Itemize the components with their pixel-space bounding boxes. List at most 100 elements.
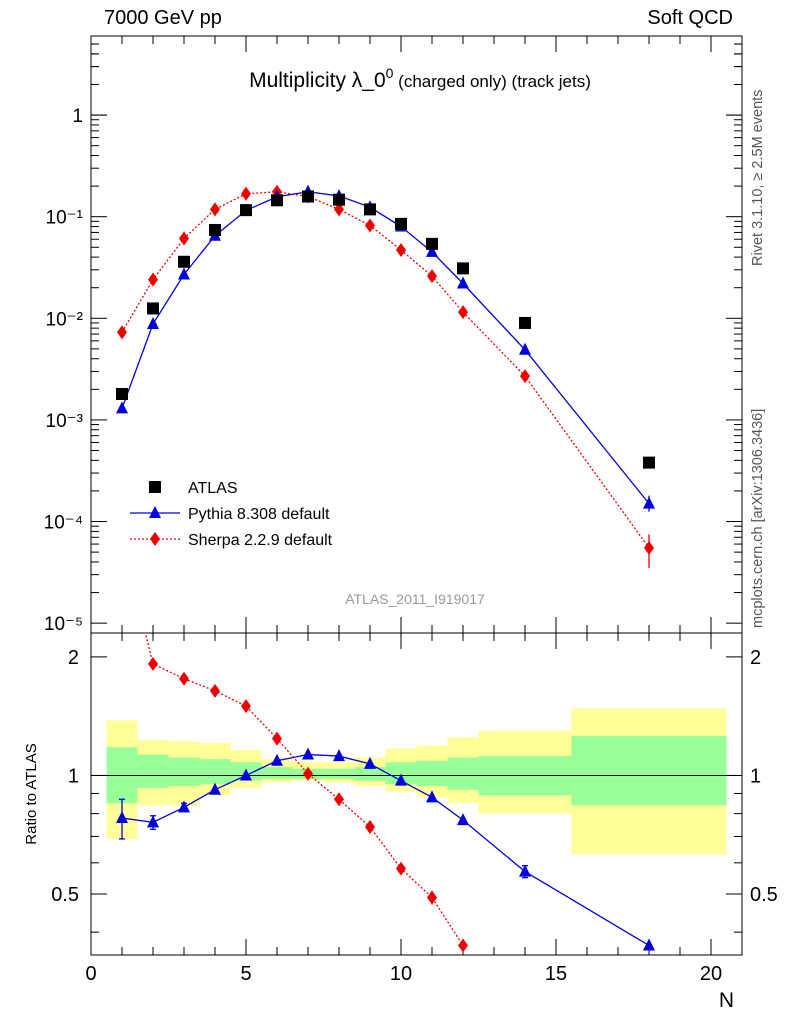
ratio-pythia-point bbox=[116, 810, 128, 823]
atlas-point bbox=[240, 204, 252, 217]
atlas-point bbox=[395, 217, 407, 230]
sherpa-point bbox=[241, 186, 251, 201]
ratio-pythia-point bbox=[302, 747, 314, 760]
legend-atlas-marker bbox=[149, 481, 161, 493]
ratio-pythia-point bbox=[457, 813, 469, 826]
ratio-y-tick-label: 1 bbox=[68, 765, 79, 787]
atlas-point bbox=[209, 223, 221, 236]
ratio-sherpa-point bbox=[179, 671, 189, 686]
ratio-pythia-point bbox=[178, 800, 190, 813]
ratio-y-tick-label-right: 0.5 bbox=[750, 884, 778, 906]
ratio-band-green bbox=[416, 760, 448, 787]
ratio-pythia-point bbox=[426, 790, 438, 803]
ratio-sherpa-point bbox=[272, 731, 282, 746]
main-plot: 10⁻⁵ 10⁻⁴ 10⁻³ 10⁻² 10⁻¹ 1 Multiplicity λ_00 (… bbox=[44, 35, 743, 955]
pythia-point bbox=[116, 401, 128, 414]
analysis-label: ATLAS_2011_I919017 bbox=[345, 591, 485, 607]
x-tick-label: 20 bbox=[700, 963, 722, 985]
ratio-band-green bbox=[261, 767, 293, 779]
chart-title: Multiplicity λ_00 (charged only) (track … bbox=[249, 65, 591, 92]
ratio-pythia-point bbox=[240, 768, 252, 781]
x-tick-label: 10 bbox=[390, 963, 412, 985]
ratio-pythia-point bbox=[364, 756, 376, 769]
ratio-y-axis-label: Ratio to ATLAS bbox=[23, 743, 40, 844]
ratio-pythia-point bbox=[209, 782, 221, 795]
sherpa-point bbox=[644, 540, 654, 555]
y-tick-label: 1 bbox=[72, 106, 83, 127]
y-tick-label: 10⁻⁵ bbox=[44, 614, 83, 635]
atlas-point bbox=[178, 255, 190, 268]
x-tick-label: 5 bbox=[240, 963, 251, 985]
x-axis-label: N bbox=[719, 989, 734, 1012]
ratio-frame bbox=[90, 632, 743, 956]
ratio-y-tick-label: 0.5 bbox=[51, 884, 79, 906]
ratio-y-tick-label-right: 2 bbox=[750, 647, 761, 669]
ratio-band-green bbox=[168, 757, 200, 787]
pythia-point bbox=[457, 276, 469, 289]
atlas-point bbox=[457, 262, 469, 275]
y-tick-label: 10⁻² bbox=[46, 309, 84, 330]
ratio-band-green bbox=[199, 759, 231, 785]
header-energy-label: 7000 GeV pp bbox=[104, 7, 222, 29]
atlas-point bbox=[147, 302, 159, 315]
ratio-pythia-point bbox=[643, 938, 655, 951]
ratio-band-green bbox=[354, 767, 386, 781]
atlas-point bbox=[302, 190, 314, 203]
ratio-plot: 0 5 10 15 20 N 0.5 0.5 1 1 2 2 Ratio to ATLAS bbox=[23, 632, 778, 1012]
sherpa-point bbox=[365, 218, 375, 233]
sherpa-point bbox=[210, 202, 220, 217]
ratio-pythia-point bbox=[271, 753, 283, 766]
ratio-band-green bbox=[571, 735, 727, 806]
atlas-point bbox=[333, 193, 345, 206]
y-tick-label: 10⁻¹ bbox=[46, 208, 84, 229]
y-tick-label: 10⁻⁴ bbox=[44, 513, 83, 534]
pythia-point bbox=[643, 496, 655, 509]
ratio-sherpa-point bbox=[148, 656, 158, 671]
ratio-sherpa-point bbox=[303, 766, 313, 781]
ratio-y-tick-label-right: 1 bbox=[750, 765, 761, 787]
ratio-y-tick-label: 2 bbox=[68, 647, 79, 669]
ratio-sherpa-point bbox=[365, 819, 375, 834]
atlas-point bbox=[643, 456, 655, 469]
sherpa-point bbox=[458, 305, 468, 320]
atlas-point bbox=[364, 203, 376, 216]
legend-pythia-marker bbox=[149, 506, 161, 518]
legend-sherpa-marker bbox=[150, 532, 160, 546]
atlas-point bbox=[519, 316, 531, 329]
sherpa-point bbox=[117, 325, 127, 340]
ratio-pythia-line bbox=[121, 753, 650, 947]
x-tick-label: 0 bbox=[85, 963, 96, 985]
sherpa-point bbox=[334, 202, 344, 217]
ratio-band-green bbox=[385, 762, 417, 785]
sherpa-point bbox=[148, 272, 158, 287]
pythia-point bbox=[178, 267, 190, 280]
ratio-band-green bbox=[447, 757, 479, 790]
atlas-point bbox=[271, 194, 283, 207]
pythia-point bbox=[519, 342, 531, 355]
sherpa-point bbox=[179, 231, 189, 246]
ratio-pythia-point bbox=[333, 749, 345, 762]
ratio-sherpa-point bbox=[458, 938, 468, 953]
atlas-point bbox=[426, 237, 438, 250]
ratio-sherpa-line bbox=[144, 633, 464, 946]
sherpa-point bbox=[520, 369, 530, 384]
sherpa-point bbox=[427, 269, 437, 284]
legend-label: ATLAS bbox=[188, 480, 238, 497]
ratio-sherpa-point bbox=[334, 792, 344, 807]
legend-label: Pythia 8.308 default bbox=[188, 506, 330, 523]
ratio-pythia-point bbox=[147, 815, 159, 828]
x-tick-label: 15 bbox=[545, 963, 567, 985]
sherpa-point bbox=[396, 243, 406, 258]
pythia-point bbox=[147, 316, 159, 329]
ratio-band-green bbox=[323, 768, 355, 779]
pythia-line bbox=[121, 191, 650, 505]
ratio-sherpa-point bbox=[241, 699, 251, 714]
atlas-point bbox=[116, 387, 128, 400]
ratio-sherpa-point bbox=[210, 683, 220, 698]
ratio-pythia-point bbox=[395, 773, 407, 786]
y-tick-label: 10⁻³ bbox=[46, 411, 84, 432]
ratio-pythia-point bbox=[519, 864, 531, 877]
ratio-sherpa-point bbox=[396, 861, 406, 876]
ratio-sherpa-point bbox=[427, 890, 437, 905]
